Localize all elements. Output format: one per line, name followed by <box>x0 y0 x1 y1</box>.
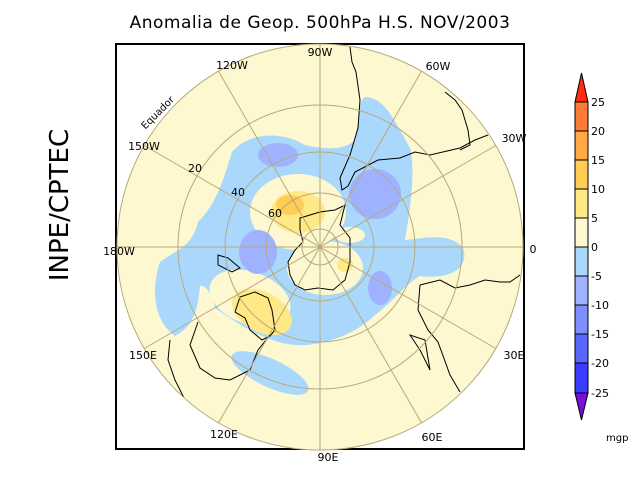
colorbar-label: 15 <box>591 154 605 167</box>
positive-anomaly-region <box>287 241 363 295</box>
lon-label-180w: 180W <box>103 245 135 258</box>
colorbar-label: 25 <box>591 96 605 109</box>
graticule <box>116 43 524 451</box>
colorbar-band <box>574 304 589 335</box>
negative-anomaly-core <box>258 143 298 167</box>
negative-anomaly-core <box>239 230 277 274</box>
lat-label-40: 40 <box>231 186 245 199</box>
colorbar-band <box>574 217 589 248</box>
colorbar-label: 10 <box>591 183 605 196</box>
lon-label-60w: 60W <box>426 60 451 73</box>
colorbar-unit: mgp <box>606 433 628 444</box>
colorbar <box>574 72 589 421</box>
colorbar-band <box>574 159 589 190</box>
colorbar-band <box>574 101 589 132</box>
lat-label-20: 20 <box>188 162 202 175</box>
colorbar-band <box>574 275 589 306</box>
negative-anomaly-core <box>368 271 392 305</box>
colorbar-band <box>574 362 589 394</box>
colorbar-band <box>574 333 589 364</box>
colorbar-labels: 25 20 15 10 5 0 -5 -10 -15 -20 -25 mgp <box>591 96 628 444</box>
colorbar-label: -10 <box>591 299 609 312</box>
colorbar-band <box>574 188 589 219</box>
lon-label-0: 0 <box>530 243 537 256</box>
colorbar-label: 5 <box>591 212 598 225</box>
colorbar-arrow-above <box>574 72 589 103</box>
colorbar-arrow-below <box>574 392 589 421</box>
figure-title: Anomalia de Geop. 500hPa H.S. NOV/2003 <box>129 13 511 33</box>
lon-label-90w: 90W <box>308 46 333 59</box>
colorbar-label: -25 <box>591 387 609 400</box>
colorbar-band <box>574 246 589 277</box>
lon-label-90e: 90E <box>318 451 339 464</box>
lon-label-120w: 120W <box>216 59 248 72</box>
lon-label-120e: 120E <box>210 428 238 441</box>
lon-label-60e: 60E <box>422 431 443 444</box>
positive-anomaly-region <box>337 258 353 272</box>
colorbar-band <box>574 130 589 161</box>
positive-anomaly-region <box>335 227 365 243</box>
colorbar-label: 0 <box>591 241 598 254</box>
colorbar-label: -15 <box>591 328 609 341</box>
lon-label-150e: 150E <box>129 349 157 362</box>
lon-label-30w: 30W <box>502 132 527 145</box>
colorbar-label: -5 <box>591 270 602 283</box>
lat-label-60: 60 <box>268 207 282 220</box>
lon-label-30e: 30E <box>504 349 525 362</box>
negative-anomaly-region <box>231 351 309 395</box>
negative-anomaly-core <box>349 169 401 219</box>
positive-anomaly-core <box>276 195 304 215</box>
colorbar-label: 20 <box>591 125 605 138</box>
colorbar-label: -20 <box>591 357 609 370</box>
lon-label-150w: 150W <box>128 140 160 153</box>
